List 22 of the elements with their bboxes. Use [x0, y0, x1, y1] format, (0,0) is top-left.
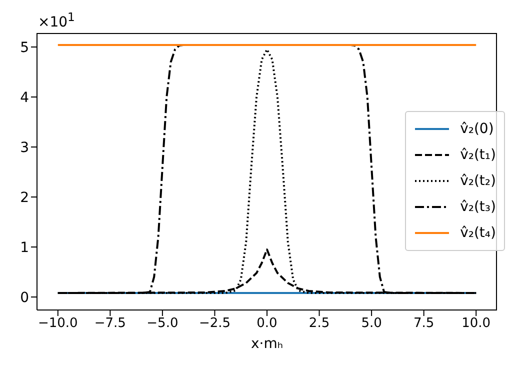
- y-tick-label: 1: [20, 240, 29, 256]
- text: ×10$^{1}$: [38, 10, 75, 31]
- y-tick-label: 4: [20, 90, 30, 106]
- y-tick-label: 0: [20, 290, 29, 306]
- legend-label: v̂₂(t₄): [460, 225, 496, 241]
- legend-label: v̂₂(t₂): [460, 173, 496, 189]
- legend-label: v̂₂(t₃): [460, 199, 496, 215]
- y-tick-label: 5: [20, 40, 29, 56]
- x-tick-label: −10.0: [38, 316, 78, 332]
- x-tick-label: 2.5: [308, 316, 330, 332]
- legend-label: v̂₂(t₁): [460, 147, 496, 163]
- x-tick-label: −7.5: [94, 316, 126, 332]
- x-tick-label: −2.5: [198, 316, 231, 332]
- legend-label: v̂₂(0): [460, 121, 494, 137]
- x-tick-label: 5.0: [361, 316, 382, 332]
- x-tick-label: 0.0: [256, 316, 278, 332]
- x-tick-label: −5.0: [146, 316, 178, 332]
- x-tick-label: 7.5: [413, 316, 434, 332]
- x-tick-label: 10.0: [462, 316, 491, 332]
- y-tick-label: 2: [20, 190, 29, 206]
- x-axis-title: x·mₕ: [250, 336, 284, 352]
- y-tick-label: 3: [20, 140, 29, 156]
